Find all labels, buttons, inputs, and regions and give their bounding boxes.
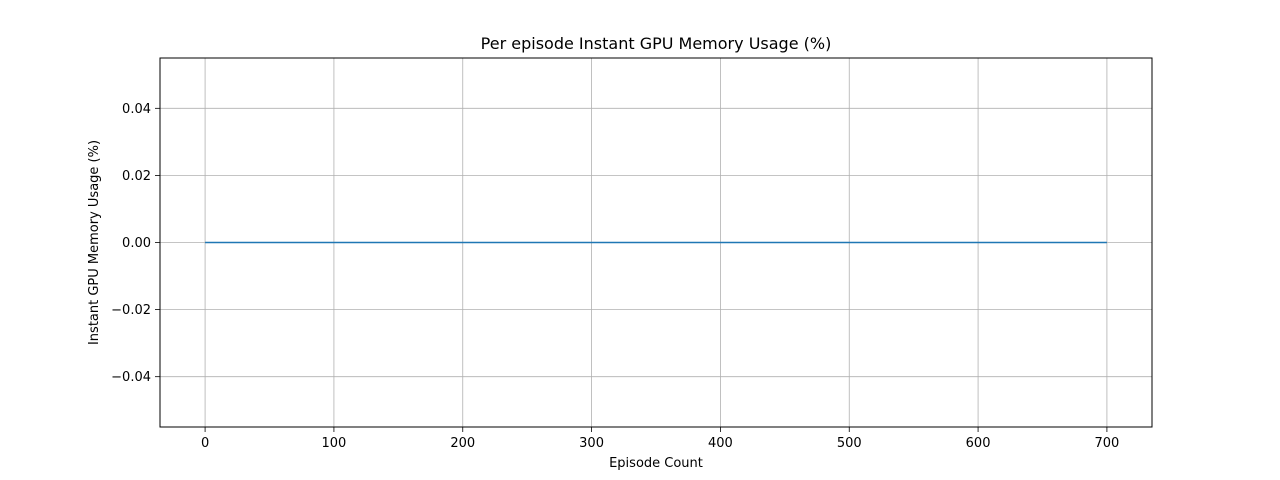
x-tick-label: 500 (837, 436, 862, 451)
x-tick-label: 300 (579, 436, 604, 451)
x-tick-label: 100 (322, 436, 347, 451)
chart-title: Per episode Instant GPU Memory Usage (%) (481, 34, 832, 53)
x-axis: 0 100 200 300 400 500 600 700 (201, 427, 1119, 451)
y-tick-label: 0.04 (122, 102, 151, 117)
y-tick-label: 0.02 (122, 169, 151, 184)
x-tick-label: 600 (966, 436, 991, 451)
y-tick-label: −0.04 (111, 370, 151, 385)
y-axis: −0.04 −0.02 0.00 0.02 0.04 (111, 102, 160, 385)
y-tick-label: −0.02 (111, 303, 151, 318)
y-tick-label: 0.00 (122, 236, 151, 251)
x-tick-label: 200 (450, 436, 475, 451)
x-tick-label: 400 (708, 436, 733, 451)
x-axis-label: Episode Count (609, 456, 703, 471)
x-tick-label: 0 (201, 436, 209, 451)
y-axis-label: Instant GPU Memory Usage (%) (87, 140, 102, 345)
x-tick-label: 700 (1094, 436, 1119, 451)
